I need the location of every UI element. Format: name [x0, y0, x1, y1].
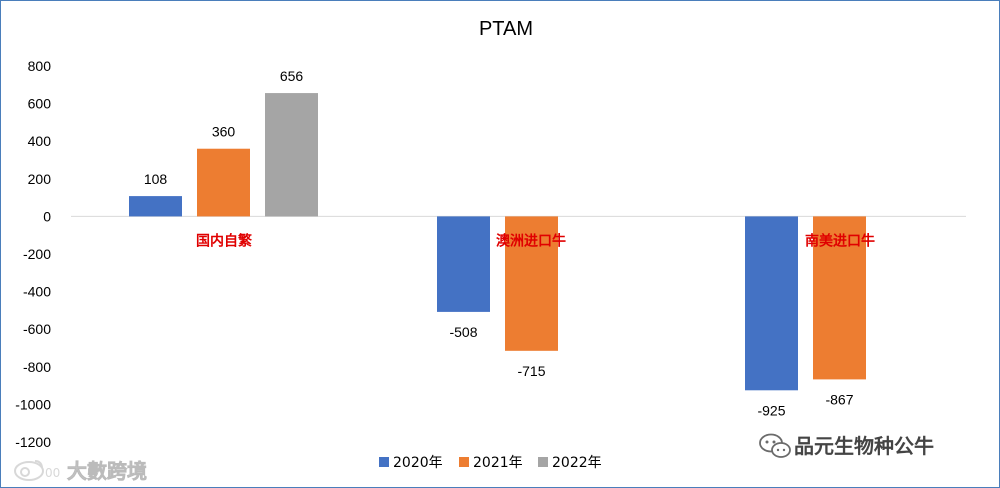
- legend-swatch: [538, 457, 548, 467]
- watermark-right: 品元生物种公牛: [759, 433, 934, 458]
- data-label: -925: [757, 402, 785, 418]
- data-label: -867: [825, 391, 853, 407]
- y-tick-label: -200: [23, 246, 51, 262]
- bar-layer: [129, 93, 866, 391]
- y-tick-label: -1000: [15, 396, 51, 412]
- chart-title: PTAM: [479, 18, 533, 40]
- category-label: 澳洲进口牛: [496, 232, 566, 249]
- watermark-left-text: 大數跨境: [67, 459, 147, 483]
- bar: [437, 216, 490, 312]
- legend-swatch: [459, 457, 469, 467]
- legend-label: 2021年: [473, 455, 523, 471]
- y-tick-label: -1200: [15, 434, 51, 450]
- y-tick-label: 800: [28, 58, 52, 74]
- y-tick-label: -800: [23, 359, 51, 375]
- y-tick-label: 600: [28, 96, 52, 112]
- legend: 2020年 2021年 2022年: [379, 455, 602, 471]
- y-tick-label: -600: [23, 321, 51, 337]
- wechat-icon: [759, 433, 791, 458]
- label-layer: 108 -508 -925 360 -715 -867 656 国内自繁 澳洲进口牛 南美进口牛: [144, 68, 875, 418]
- bar: [197, 148, 250, 217]
- bar: [505, 216, 558, 351]
- legend-label: 2020年: [393, 455, 443, 471]
- watermark-left: 00 大數跨境: [14, 459, 147, 483]
- legend-label: 2022年: [552, 455, 602, 471]
- y-tick-label: 400: [28, 133, 52, 149]
- bar: [813, 216, 866, 380]
- data-label: 656: [280, 68, 304, 84]
- legend-swatch: [379, 457, 389, 467]
- watermark-right-text: 品元生物种公牛: [794, 434, 934, 458]
- bar: [265, 93, 318, 217]
- data-label: 108: [144, 171, 168, 187]
- category-label: 南美进口牛: [805, 232, 875, 249]
- y-tick-label: 0: [43, 208, 51, 224]
- bar: [129, 196, 182, 217]
- svg-text:00: 00: [45, 466, 60, 480]
- weibo-logo-icon: 00: [14, 460, 60, 481]
- y-tick-label: 200: [28, 171, 52, 187]
- y-tick-label: -400: [23, 284, 51, 300]
- data-label: -715: [517, 363, 545, 379]
- category-label: 国内自繁: [196, 232, 253, 249]
- bar: [745, 216, 798, 391]
- data-label: -508: [449, 324, 477, 340]
- data-label: 360: [212, 124, 236, 140]
